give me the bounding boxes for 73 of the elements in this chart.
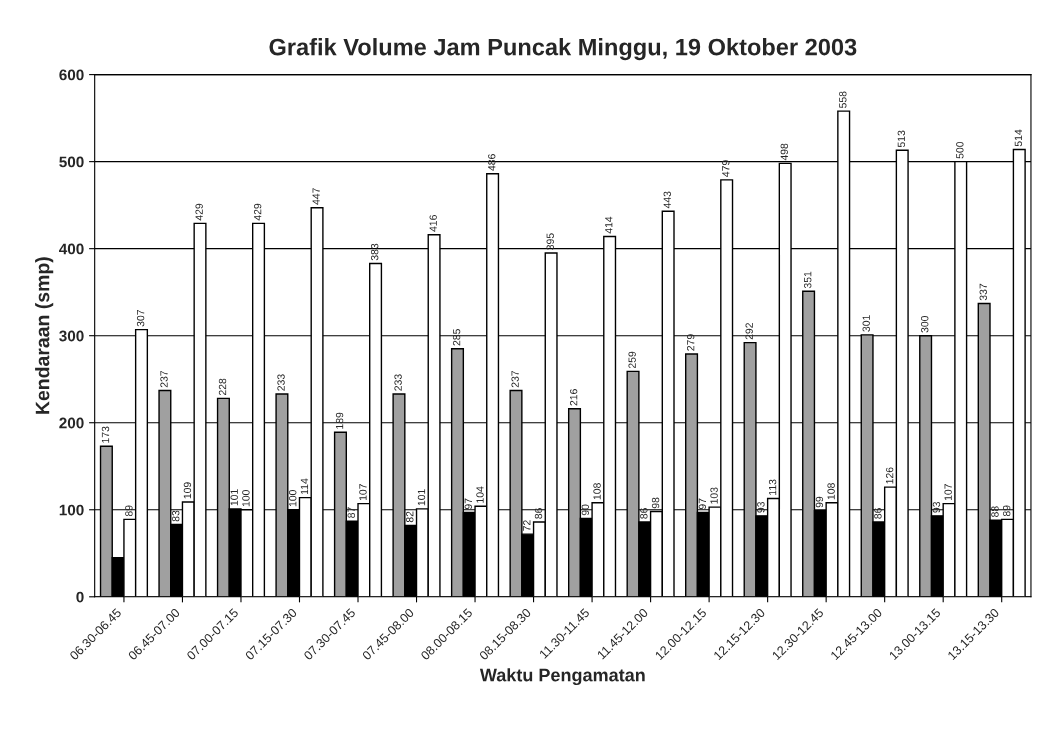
data-label: 500 (956, 141, 964, 159)
x-axis-title: Waktu Pengamatan (479, 668, 645, 686)
y-tick-label: 500 (59, 156, 84, 168)
data-label: 233 (277, 374, 285, 391)
data-label: 97 (698, 498, 707, 510)
data-label: 383 (370, 243, 379, 261)
data-label: 514 (1014, 129, 1023, 147)
data-label: 301 (862, 315, 870, 332)
data-label: 87 (347, 507, 355, 518)
data-label: 107 (944, 484, 952, 501)
data-label: 86 (640, 508, 648, 519)
data-label: 101 (230, 489, 238, 506)
y-axis-title: Kendaraan (smp) (35, 257, 54, 414)
data-label: 416 (429, 215, 437, 232)
data-label: 86 (874, 508, 882, 519)
y-tick-label: 400 (59, 243, 84, 255)
data-label: 279 (686, 334, 695, 351)
chart-title: Grafik Volume Jam Puncak Minggu, 19 Oktober 2003 (269, 38, 857, 61)
data-label: 90 (581, 504, 590, 516)
data-label: 89 (125, 505, 133, 517)
data-label: 100 (242, 490, 250, 507)
data-label: 189 (335, 412, 344, 429)
data-label: 108 (593, 483, 601, 500)
data-label: 337 (979, 283, 987, 301)
data-label: 107 (359, 484, 367, 501)
data-label: 86 (534, 508, 543, 519)
data-label: 113 (768, 479, 777, 495)
data-label: 99 (815, 496, 824, 508)
data-label: 443 (663, 191, 671, 209)
data-label: 558 (839, 91, 847, 108)
data-label: 237 (160, 370, 168, 388)
data-label: 300 (921, 315, 929, 333)
data-label: 233 (394, 374, 402, 391)
data-label: 259 (628, 351, 636, 369)
data-label: 100 (289, 490, 297, 507)
data-label: 109 (183, 482, 192, 499)
data-label: 126 (885, 467, 894, 484)
data-label: 479 (722, 160, 730, 177)
data-label: 486 (488, 154, 496, 171)
data-label: 429 (195, 203, 203, 221)
y-tick-label: 100 (59, 504, 84, 516)
data-label: 89 (1002, 505, 1011, 517)
data-label: 429 (253, 203, 262, 221)
y-tick-label: 300 (59, 330, 84, 342)
data-label: 447 (312, 188, 320, 205)
data-label: 72 (523, 520, 531, 531)
y-tick-label: 0 (76, 591, 84, 603)
data-label: 414 (605, 216, 613, 234)
data-label: 83 (172, 510, 180, 522)
y-tick-label: 600 (59, 69, 84, 81)
data-label: 228 (218, 378, 227, 396)
data-label: 307 (136, 309, 145, 327)
data-label: 88 (991, 506, 999, 517)
data-label: 93 (932, 501, 941, 513)
data-label: 498 (780, 143, 788, 161)
data-label: 513 (897, 130, 906, 148)
y-tick-label: 200 (59, 417, 84, 429)
data-label: 285 (452, 329, 461, 346)
data-label: 351 (804, 271, 812, 289)
data-label: 292 (745, 323, 753, 340)
data-label: 216 (569, 389, 578, 406)
data-label: 104 (476, 486, 484, 503)
data-label: 103 (710, 487, 718, 504)
data-label: 237 (511, 370, 519, 388)
data-label: 82 (406, 511, 414, 523)
data-label: 395 (546, 233, 554, 250)
data-label: 108 (827, 483, 835, 500)
data-label: 98 (651, 497, 660, 509)
data-label: 173 (101, 426, 110, 443)
data-label: 101 (417, 489, 426, 506)
data-label: 93 (757, 501, 765, 513)
data-label: 114 (300, 478, 309, 495)
data-label: 97 (464, 498, 472, 510)
